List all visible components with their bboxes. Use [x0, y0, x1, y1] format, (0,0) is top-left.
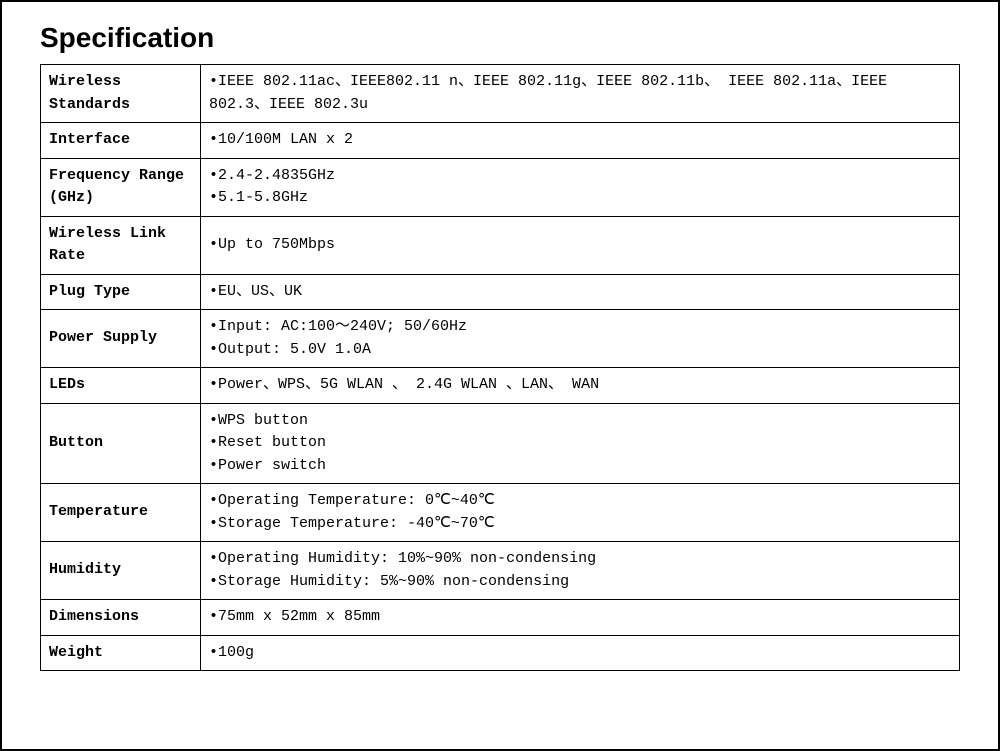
- table-row: Wireless StandardsIEEE 802.11ac、IEEE802.…: [41, 65, 960, 123]
- value-line: IEEE 802.11ac、IEEE802.11 n、IEEE 802.11g、…: [209, 71, 951, 116]
- row-label: Wireless Standards: [41, 65, 201, 123]
- row-value: EU、US、UK: [201, 274, 960, 310]
- value-line: Operating Humidity: 10%~90% non-condensi…: [209, 548, 951, 571]
- row-value: 10/100M LAN x 2: [201, 123, 960, 159]
- row-label: Frequency Range (GHz): [41, 158, 201, 216]
- value-line: Power、WPS、5G WLAN 、 2.4G WLAN 、LAN、 WAN: [209, 374, 951, 397]
- row-label: Interface: [41, 123, 201, 159]
- row-label: Plug Type: [41, 274, 201, 310]
- table-row: Power SupplyInput: AC:100～240V; 50/60HzO…: [41, 310, 960, 368]
- table-row: TemperatureOperating Temperature: 0℃~40℃…: [41, 484, 960, 542]
- table-row: Dimensions 75mm x 52mm x 85mm: [41, 600, 960, 636]
- value-line: 10/100M LAN x 2: [209, 129, 951, 152]
- value-line: 5.1-5.8GHz: [209, 187, 951, 210]
- row-label: Button: [41, 403, 201, 484]
- row-label: Temperature: [41, 484, 201, 542]
- table-row: Wireless Link Rate Up to 750Mbps: [41, 216, 960, 274]
- spec-page: Specification Wireless StandardsIEEE 802…: [0, 0, 1000, 751]
- value-line: Operating Temperature: 0℃~40℃: [209, 490, 951, 513]
- value-line: Storage Temperature: -40℃~70℃: [209, 513, 951, 536]
- row-label: LEDs: [41, 368, 201, 404]
- spec-table-body: Wireless StandardsIEEE 802.11ac、IEEE802.…: [41, 65, 960, 671]
- row-value: 100g: [201, 635, 960, 671]
- value-line: Output: 5.0V 1.0A: [209, 339, 951, 362]
- row-value: 2.4-2.4835GHz5.1-5.8GHz: [201, 158, 960, 216]
- row-label: Wireless Link Rate: [41, 216, 201, 274]
- table-row: Interface 10/100M LAN x 2: [41, 123, 960, 159]
- row-value: Up to 750Mbps: [201, 216, 960, 274]
- table-row: Frequency Range (GHz)2.4-2.4835GHz5.1-5.…: [41, 158, 960, 216]
- value-line: 75mm x 52mm x 85mm: [209, 606, 951, 629]
- row-value: 75mm x 52mm x 85mm: [201, 600, 960, 636]
- table-row: ButtonWPS buttonReset buttonPower switch: [41, 403, 960, 484]
- table-row: Plug Type EU、US、UK: [41, 274, 960, 310]
- row-label: Dimensions: [41, 600, 201, 636]
- row-value: Operating Humidity: 10%~90% non-condensi…: [201, 542, 960, 600]
- row-label: Humidity: [41, 542, 201, 600]
- value-line: WPS button: [209, 410, 951, 433]
- value-line: Reset button: [209, 432, 951, 455]
- spec-table: Wireless StandardsIEEE 802.11ac、IEEE802.…: [40, 64, 960, 671]
- value-line: Power switch: [209, 455, 951, 478]
- row-label: Weight: [41, 635, 201, 671]
- page-title: Specification: [40, 22, 960, 54]
- value-line: EU、US、UK: [209, 281, 951, 304]
- row-value: Operating Temperature: 0℃~40℃Storage Tem…: [201, 484, 960, 542]
- row-label: Power Supply: [41, 310, 201, 368]
- row-value: Power、WPS、5G WLAN 、 2.4G WLAN 、LAN、 WAN: [201, 368, 960, 404]
- value-line: Storage Humidity: 5%~90% non-condensing: [209, 571, 951, 594]
- value-line: Up to 750Mbps: [209, 234, 951, 257]
- row-value: IEEE 802.11ac、IEEE802.11 n、IEEE 802.11g、…: [201, 65, 960, 123]
- row-value: Input: AC:100～240V; 50/60HzOutput: 5.0V …: [201, 310, 960, 368]
- table-row: Humidity Operating Humidity: 10%~90% non-…: [41, 542, 960, 600]
- value-line: Input: AC:100～240V; 50/60Hz: [209, 316, 951, 339]
- value-line: 2.4-2.4835GHz: [209, 165, 951, 188]
- table-row: LEDs Power、WPS、5G WLAN 、 2.4G WLAN 、LAN、 …: [41, 368, 960, 404]
- value-line: 100g: [209, 642, 951, 665]
- row-value: WPS buttonReset buttonPower switch: [201, 403, 960, 484]
- table-row: Weight 100g: [41, 635, 960, 671]
